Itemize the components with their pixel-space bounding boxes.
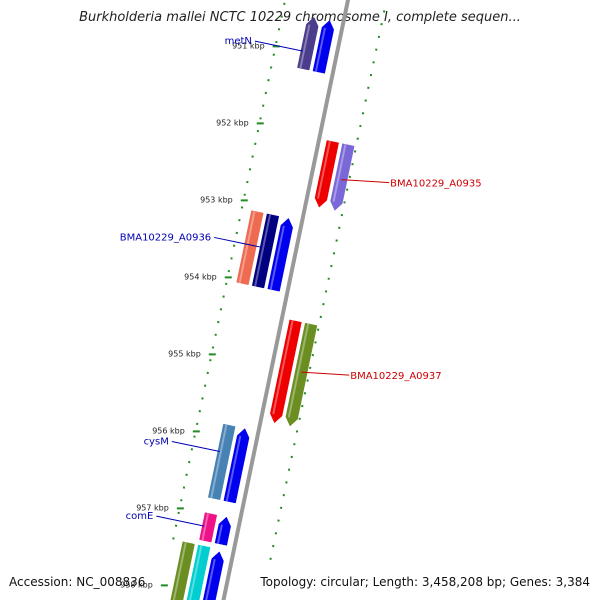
feature-layer (170, 16, 355, 600)
label-bma10229-a0936-leader (214, 236, 263, 248)
label-cysm[interactable]: cysM (144, 436, 169, 447)
tick-label: 952 kbp (216, 118, 249, 127)
label-bma10229-a0935-leader (341, 179, 390, 184)
tick-label: 957 kbp (136, 503, 169, 512)
label-bma10229-a0935[interactable]: BMA10229_A0935 (390, 179, 481, 190)
accession-text: Accession: NC_008836 (9, 575, 146, 589)
label-come[interactable]: comE (126, 511, 154, 522)
label-come-leader (156, 515, 205, 527)
feature-metn-prev-a[interactable] (297, 16, 319, 71)
label-bma10229-a0937-leader (301, 371, 350, 376)
feature-come-gene[interactable] (214, 516, 231, 546)
label-metn-leader (254, 40, 304, 52)
feature-highlight (217, 524, 223, 544)
label-bma10229-a0937[interactable]: BMA10229_A0937 (350, 371, 441, 382)
map-title: Burkholderia mallei NCTC 10229 chromosom… (79, 10, 521, 25)
feature-highlight (314, 27, 326, 72)
feature-highlight (172, 542, 187, 600)
feature-highlight (299, 24, 311, 69)
label-cysm-leader (171, 440, 220, 452)
feature-cysm-cds[interactable] (208, 423, 236, 501)
label-layer: metN BMA10229_A0935 BMA10229_A0936 BMA10229… (120, 36, 482, 527)
tick-label: 956 kbp (152, 426, 185, 435)
feature-cysm-gene[interactable] (223, 428, 250, 504)
tick-label: 951 kbp (232, 41, 265, 50)
feature-a0936-gene[interactable] (267, 217, 293, 292)
feature-highlight (254, 214, 271, 287)
feature-highlight (201, 513, 209, 541)
feature-next-gene[interactable] (201, 551, 224, 600)
feature-highlight (287, 323, 310, 418)
feature-next-cyan[interactable] (186, 544, 211, 600)
feature-a0937-cds[interactable] (285, 322, 318, 427)
topology-text: Topology: circular; Length: 3,458,208 bp… (260, 575, 590, 589)
label-bma10229-a0936[interactable]: BMA10229_A0936 (120, 232, 211, 243)
feature-highlight (205, 558, 216, 600)
feature-highlight (316, 140, 331, 199)
backbone-layer (221, 0, 351, 600)
feature-come-cds[interactable] (199, 512, 218, 543)
feature-highlight (332, 144, 347, 202)
feature-highlight (210, 424, 228, 499)
feature-highlight (269, 225, 285, 290)
feature-metn-gene[interactable] (312, 20, 334, 74)
tick-label: 953 kbp (200, 195, 233, 204)
feature-a0935-gene[interactable] (314, 140, 339, 208)
tick-label: 955 kbp (168, 349, 201, 358)
backbone-line (221, 0, 351, 600)
feature-a0936-navy[interactable] (251, 213, 280, 289)
feature-next-olive[interactable] (170, 541, 195, 600)
tick-layer: 951 kbp 952 kbp 953 kbp 954 kbp 955 kbp 956 k… (120, 0, 388, 589)
tick-label: 958 kbp (120, 580, 153, 589)
feature-highlight (189, 545, 203, 600)
label-metn[interactable]: metN (225, 36, 252, 47)
feature-highlight (272, 320, 294, 415)
feature-a0936-orange[interactable] (236, 210, 264, 286)
feature-highlight (238, 211, 256, 284)
feature-highlight (225, 435, 242, 502)
tick-label: 954 kbp (184, 272, 217, 281)
feature-a0935-cds[interactable] (330, 143, 355, 211)
feature-a0937-gene[interactable] (270, 319, 302, 424)
right-rail-dots (267, 0, 388, 568)
